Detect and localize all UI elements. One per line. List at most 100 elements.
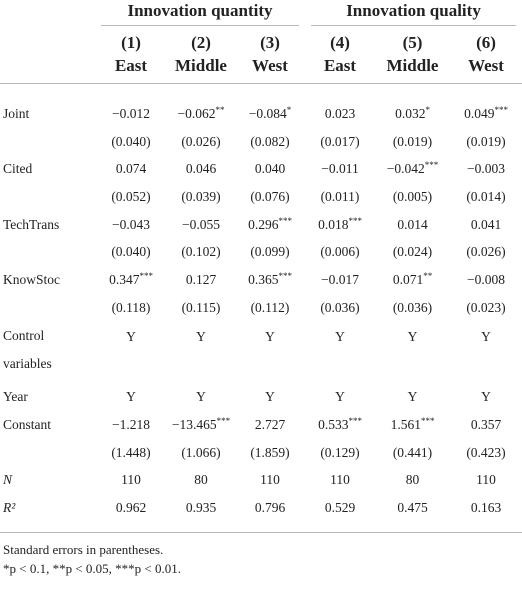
cell: −0.062** [167,100,235,128]
significance: * [286,104,292,115]
table-row: TechTrans −0.043 −0.055 0.296*** 0.018*** 0.0… [0,211,522,239]
coefficient: −0.003 [467,161,505,177]
coefficient: 0.049 [464,105,495,121]
coefficient: (1.859) [250,444,290,460]
significance: *** [139,270,153,281]
table-row: N 110 80 110 110 80 110 [0,467,522,495]
coefficient: (1.448) [111,444,151,460]
cell: −13.465*** [167,411,235,439]
cell: 0.071** [375,266,450,294]
cell: Y [167,384,235,412]
coefficient: (0.019) [392,133,433,149]
cell: (0.011) [305,183,375,211]
coefficient: −0.043 [112,216,150,232]
table-row: (1.448) (1.066) (1.859) (0.129) (0.441) (0.42… [0,439,522,467]
cell: Y [375,384,450,412]
cell: −0.042*** [375,155,450,183]
coefficient: 0.023 [324,105,356,121]
coefficient: (0.082) [250,133,290,149]
coefficient: (0.115) [181,299,221,315]
note: Standard errors in parentheses. [3,541,164,557]
table-row: (0.052) (0.039) (0.076) (0.011) (0.005) (0.01… [0,183,522,211]
coefficient: 0.935 [185,500,217,516]
cell: 2.727 [235,411,305,439]
cell: 0.040 [235,155,305,183]
cell: (0.039) [167,183,235,211]
coefficient: (0.039) [181,188,221,204]
cell: (0.423) [450,439,522,467]
cell: 0.014 [375,211,450,239]
cell: −0.043 [95,211,167,239]
coefficient: 0.046 [185,161,217,177]
column-region: East [305,53,375,84]
cell: (0.040) [95,128,167,156]
coefficient: −0.055 [182,216,220,232]
cell: (0.102) [167,238,235,266]
coefficient: −0.011 [321,161,359,177]
significance: *** [424,160,439,171]
coefficient: 80 [405,472,420,488]
coefficient: Y [265,389,275,405]
cell: (1.066) [167,439,235,467]
cell: −0.084* [235,100,305,128]
column-number: (6) [476,33,496,52]
cell: 0.127 [167,266,235,294]
coefficient: (0.019) [466,133,506,149]
coefficient: (0.099) [250,244,290,260]
coefficient: 110 [476,472,496,488]
row-label: Cited [3,161,33,177]
coefficient: 0.014 [397,216,428,232]
cell: (0.006) [305,238,375,266]
coefficient: Y [335,389,345,405]
cell: (0.052) [95,183,167,211]
coefficient: 0.357 [470,417,502,433]
row-label [0,128,95,156]
coefficient: 80 [194,472,208,488]
coefficient: (0.026) [181,133,221,149]
row-label: N [3,472,13,488]
significance: * [425,104,430,115]
coefficient: Y [265,328,275,344]
coefficient: −0.008 [467,271,505,287]
cell: −1.218 [95,411,167,439]
coefficient: Y [196,389,206,405]
cell: (0.019) [450,128,522,156]
table-row: (0.040) (0.026) (0.082) (0.017) (0.019) (0.01… [0,128,522,156]
cell: (1.448) [95,439,167,467]
table-row: (0.118) (0.115) (0.112) (0.036) (0.036) (0.02… [0,294,522,322]
cell: (0.441) [375,439,450,467]
cell: (0.099) [235,238,305,266]
column-number: (1) [121,33,141,52]
row-label: KnowStoc [3,271,60,287]
cell: Y [305,384,375,412]
cell: −0.008 [450,266,522,294]
cell: 0.365*** [235,266,305,294]
significance: *** [278,270,292,281]
coefficient: −0.062 [177,105,216,121]
coefficient: (0.112) [250,299,290,315]
cell: 110 [450,467,522,495]
cell: (0.076) [235,183,305,211]
cell: 0.074 [95,155,167,183]
row-label: TechTrans [3,216,60,232]
table-row: Constant −1.218 −13.465*** 2.727 0.533*** 1.5… [0,411,522,439]
coefficient: 0.032 [395,105,426,121]
table-row: R² 0.962 0.935 0.796 0.529 0.475 0.163 [0,494,522,522]
column-region: West [450,53,522,84]
coefficient: 0.074 [115,161,147,177]
coefficient: (0.011) [320,188,360,204]
coefficient: (0.423) [466,444,506,460]
row-label: Constant [3,417,52,433]
coefficient: 0.347 [109,271,140,287]
coefficient: 0.475 [397,500,428,516]
cell: 110 [305,467,375,495]
coefficient: 0.962 [115,500,147,516]
table-row: KnowStoc 0.347*** 0.127 0.365*** −0.017 0.071… [0,266,522,294]
coefficient: (0.036) [320,299,360,315]
table-row: Joint −0.012 −0.062** −0.084* 0.023 0.032* 0.0… [0,100,522,128]
cell: −0.003 [450,155,522,183]
coefficient: −0.084 [248,105,287,121]
cell: (0.036) [305,294,375,322]
column-number: (3) [260,33,280,52]
